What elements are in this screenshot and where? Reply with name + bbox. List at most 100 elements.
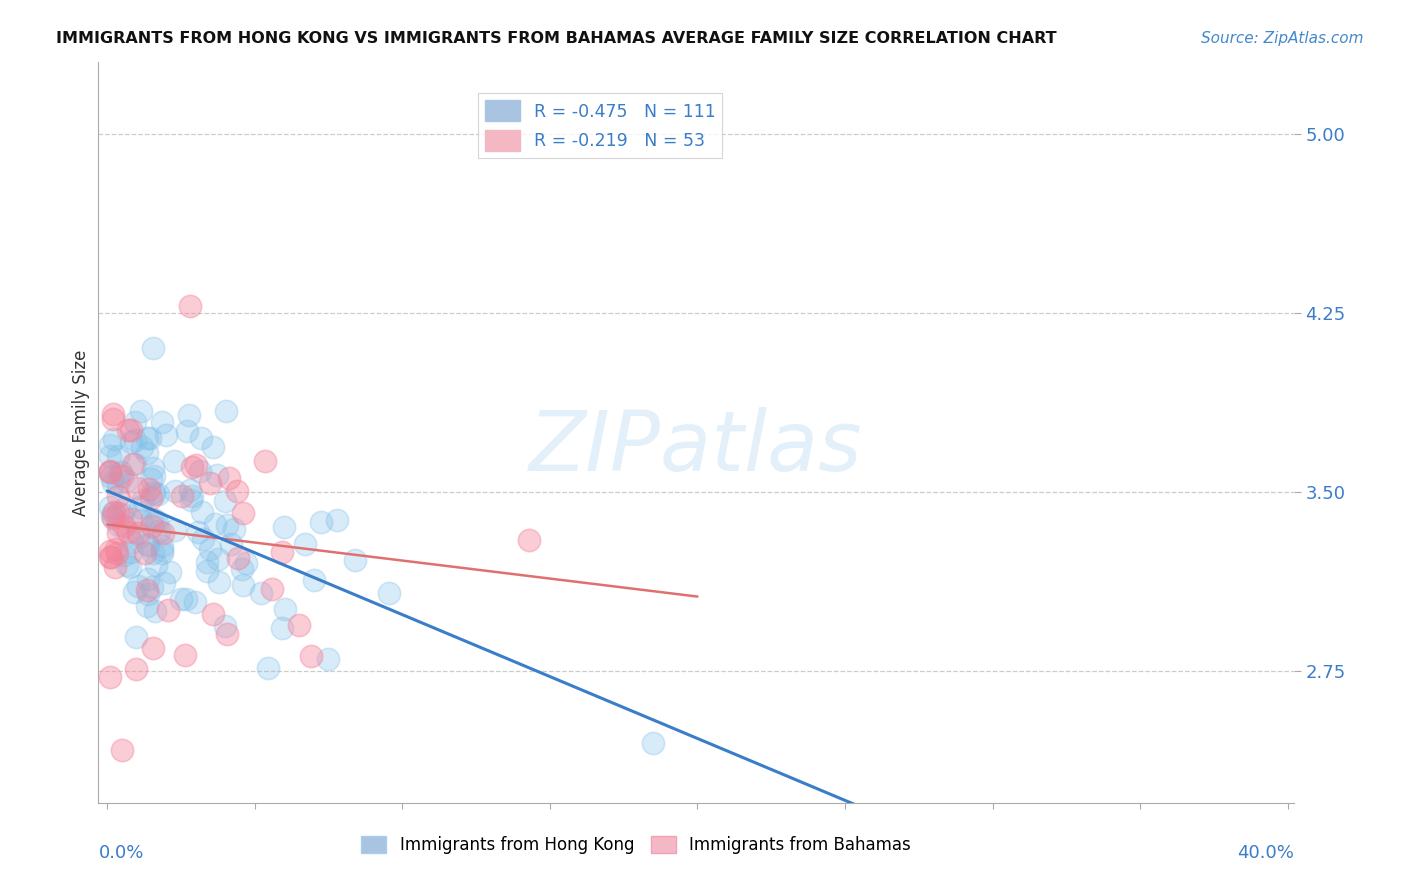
Point [121,535,143,549]
Point [98,465,121,479]
Point [131,493,153,508]
Point [217,518,239,533]
Point [108,467,131,481]
Point [302,573,325,587]
Point [173,648,195,662]
Point [98,549,121,564]
Point [129,404,152,418]
Text: ZIPatlas: ZIPatlas [529,407,863,488]
Point [218,471,240,485]
Point [195,564,218,578]
Point [114,501,136,516]
Point [104,542,127,557]
Point [231,562,253,576]
Point [226,483,249,498]
Point [101,475,124,490]
Point [176,424,198,438]
Point [170,489,193,503]
Point [235,556,257,570]
Point [115,474,138,488]
Point [136,587,159,601]
Point [224,522,246,536]
Point [107,526,129,541]
Point [104,560,127,574]
Point [157,603,180,617]
Point [195,555,218,569]
Point [191,505,214,519]
Point [260,582,283,596]
Point [159,565,181,579]
Point [125,630,148,644]
Point [110,465,132,479]
Point [120,423,142,437]
Point [98,438,121,452]
Point [101,507,124,521]
Point [142,461,165,475]
Point [127,526,149,541]
Point [136,445,159,459]
Point [103,505,125,519]
Point [107,489,129,503]
Point [181,489,204,503]
Point [122,584,145,599]
Point [127,579,149,593]
Point [271,545,294,559]
Point [326,513,349,527]
Point [204,516,226,531]
Point [273,520,295,534]
Point [184,458,207,473]
Legend: R = -0.475   N = 111, R = -0.219   N = 53: R = -0.475 N = 111, R = -0.219 N = 53 [478,94,723,158]
Point [135,599,157,613]
Point [107,450,129,464]
Point [294,537,316,551]
Point [139,491,162,505]
Point [142,485,165,500]
Point [143,603,166,617]
Point [146,516,169,530]
Point [107,506,129,520]
Point [117,423,139,437]
Point [148,524,170,538]
Point [100,549,122,564]
Point [202,607,225,622]
Point [98,465,121,479]
Point [134,545,156,559]
Point [155,427,177,442]
Point [198,476,221,491]
Point [214,494,236,508]
Point [139,431,162,445]
Point [217,627,239,641]
Point [232,578,254,592]
Point [138,537,160,551]
Point [131,440,153,454]
Point [207,552,229,566]
Point [122,457,145,471]
Point [207,468,229,483]
Point [124,433,146,447]
Point [152,525,174,540]
Point [101,411,124,425]
Point [135,537,157,551]
Point [110,468,132,483]
Point [128,500,150,514]
Point [257,660,280,674]
Point [120,545,142,559]
Point [153,576,176,591]
Point [101,509,124,524]
Point [117,525,139,540]
Point [273,602,295,616]
Point [187,524,209,539]
Point [190,430,212,444]
Text: 40.0%: 40.0% [1237,844,1294,862]
Point [105,546,128,560]
Point [142,487,165,501]
Point [107,475,129,490]
Point [115,558,138,572]
Point [184,594,207,608]
Point [232,506,254,520]
Point [288,617,311,632]
Point [112,548,135,562]
Point [162,454,184,468]
Point [208,575,231,590]
Point [176,592,198,607]
